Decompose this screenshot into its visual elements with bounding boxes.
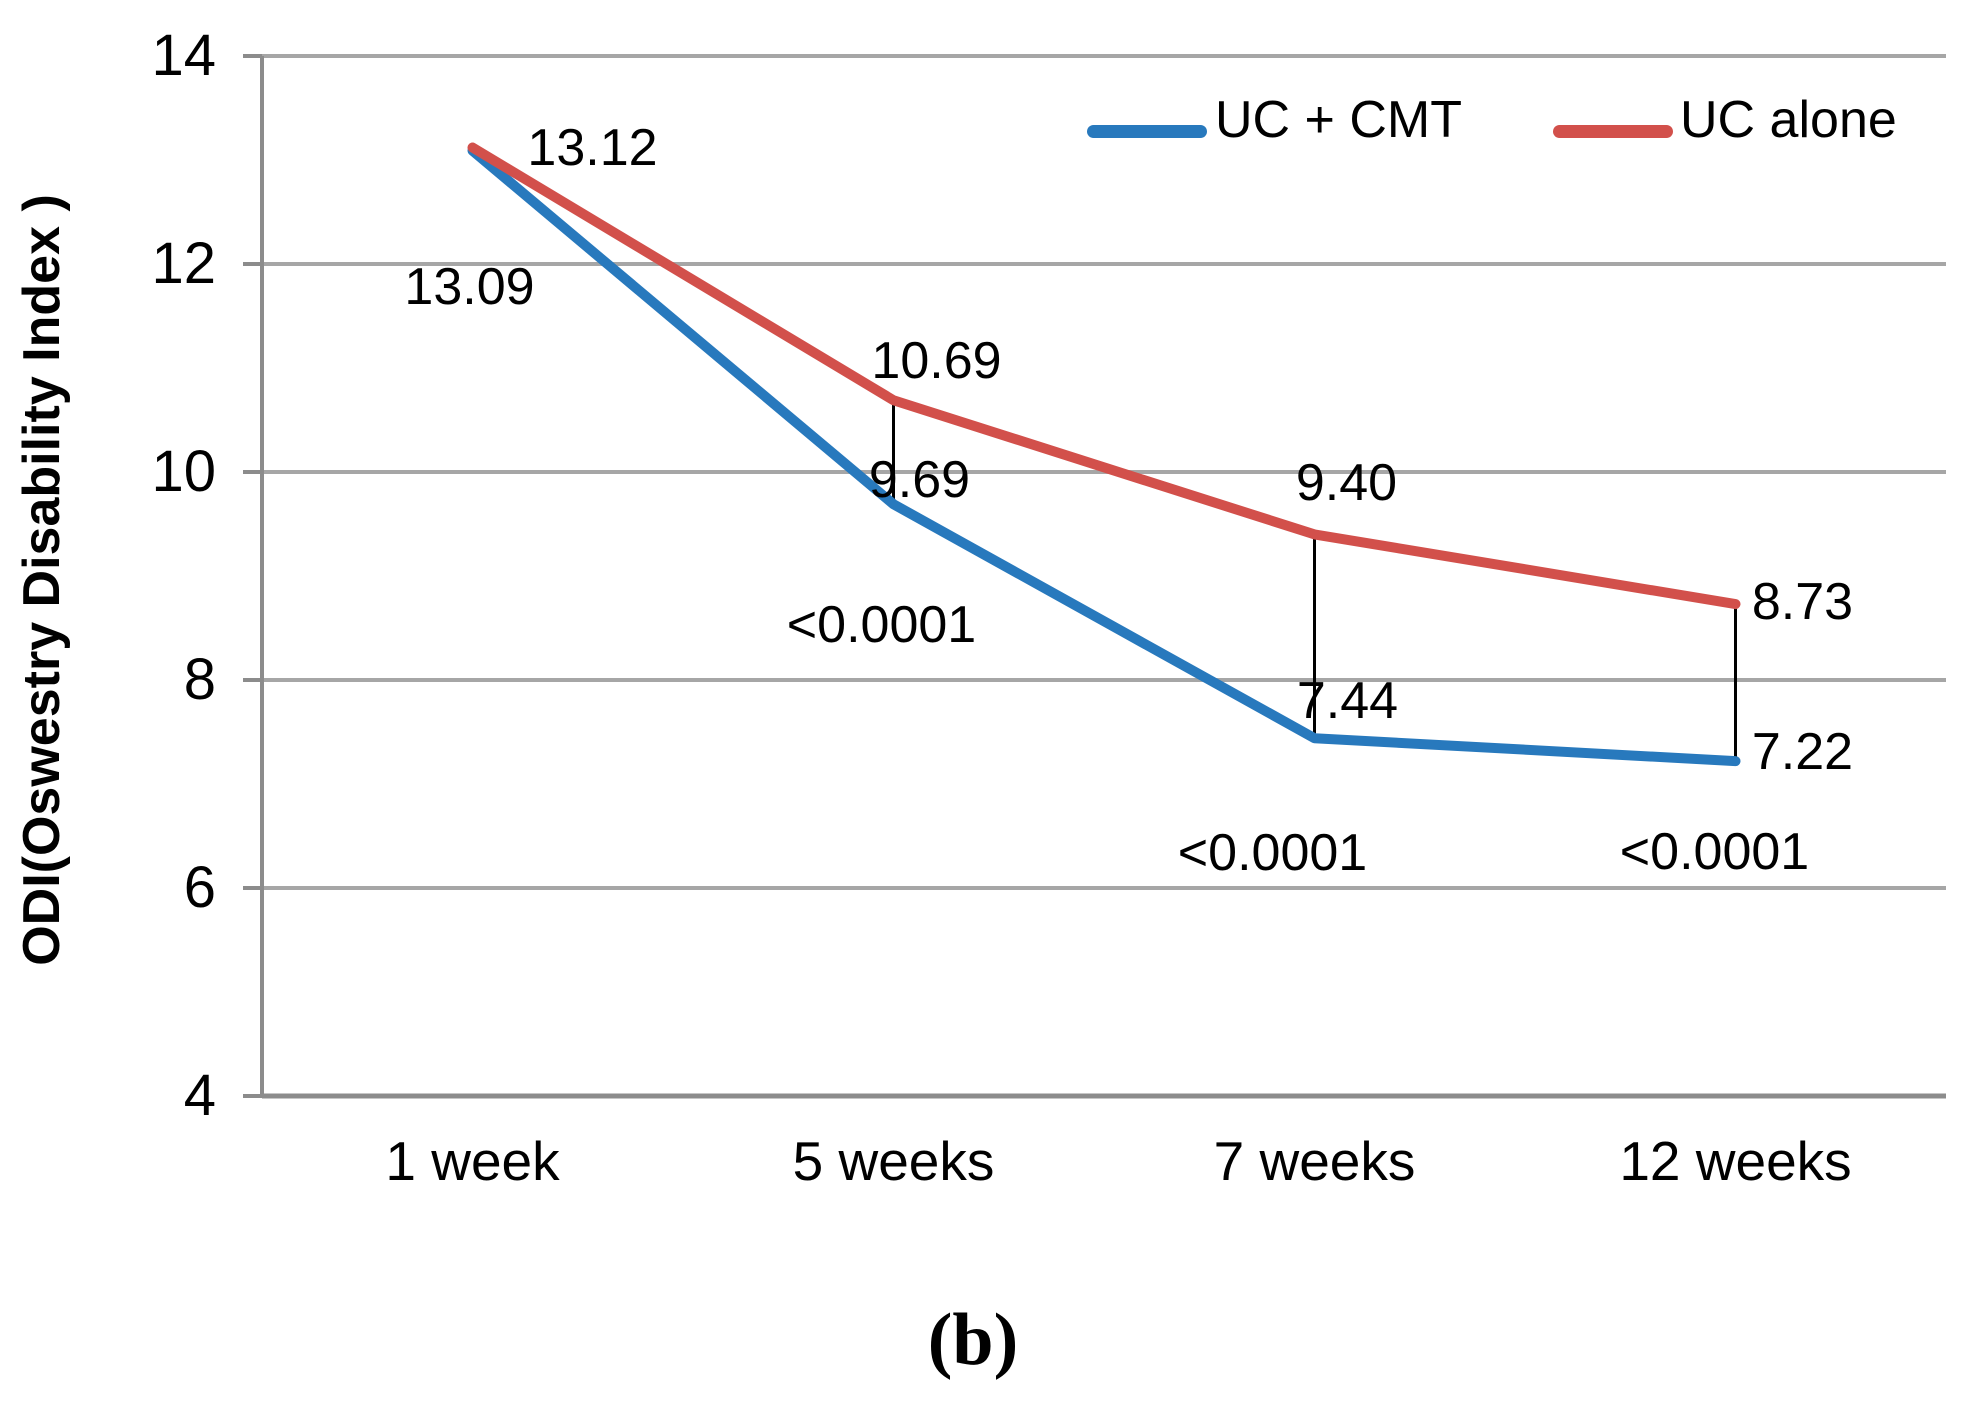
y-tick-label: 8 — [183, 647, 216, 712]
x-tick-label: 5 weeks — [792, 1130, 995, 1192]
data-label: 13.12 — [527, 118, 658, 177]
series-line-uc-alone — [467, 142, 1741, 610]
x-tick-label: 7 weeks — [1213, 1130, 1416, 1192]
y-tick-label: 12 — [151, 231, 216, 296]
data-label: 9.69 — [868, 451, 971, 510]
legend-swatch-uc-alone — [1553, 125, 1673, 138]
data-label: 8.73 — [1751, 573, 1854, 632]
series-line-uc-cmt — [467, 145, 1741, 767]
legend-swatch-uc-cmt — [1087, 125, 1207, 138]
data-label: 9.40 — [1295, 454, 1398, 513]
x-tick-label: 1 week — [385, 1130, 560, 1192]
p-value-annotation: <0.0001 — [1177, 824, 1368, 882]
data-label: 10.69 — [871, 332, 1002, 391]
p-value-annotation: <0.0001 — [786, 596, 977, 654]
legend-label-uc-cmt: UC + CMT — [1215, 91, 1462, 149]
y-tick-label: 14 — [151, 23, 216, 88]
legend-label-uc-alone: UC alone — [1680, 91, 1897, 149]
y-tick-label: 4 — [183, 1063, 216, 1128]
y-tick-label: 10 — [151, 439, 216, 504]
data-label: 7.44 — [1296, 672, 1399, 731]
figure-caption: (b) — [927, 1299, 1019, 1381]
y-axis-title: ODI(Oswestry Disability Index ) — [13, 194, 71, 966]
data-label: 13.09 — [404, 257, 535, 316]
x-tick-label: 12 weeks — [1619, 1130, 1852, 1192]
p-value-annotation: <0.0001 — [1619, 823, 1810, 881]
data-label: 7.22 — [1751, 723, 1854, 782]
y-tick-label: 6 — [183, 855, 216, 920]
